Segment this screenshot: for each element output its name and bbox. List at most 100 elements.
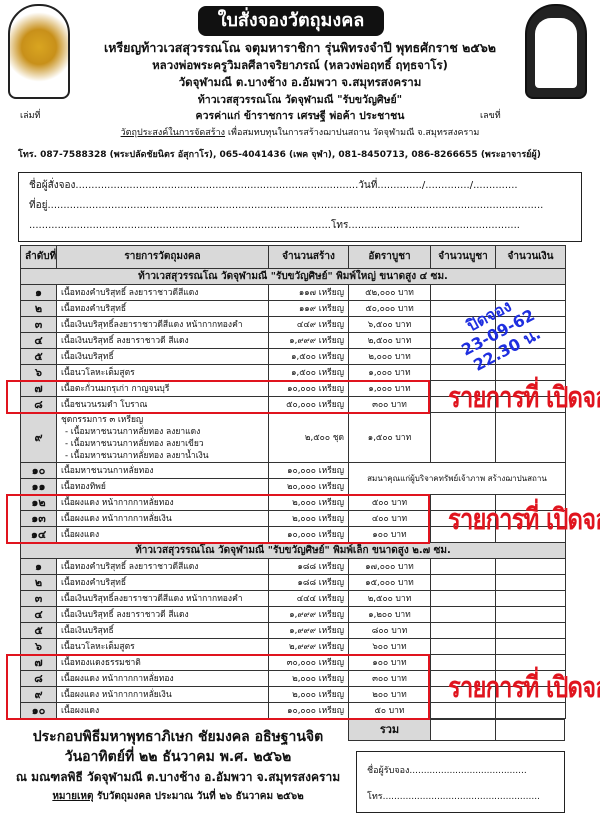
amount-cell[interactable]	[495, 574, 566, 591]
item-quantity-made: ๒,๕๐๐ ชุด	[268, 412, 349, 463]
item-number: ๖	[20, 638, 57, 655]
amount-cell[interactable]	[495, 412, 566, 463]
item-number: ๔	[20, 332, 57, 349]
total-row: รวม	[348, 719, 565, 741]
item-name: เนื้อเงินบริสุทธิ์ลงยาราชาวดีสีแดง หน้าก…	[56, 590, 269, 607]
item-quantity-made: ๑,๙๙๙ เหรียญ	[268, 332, 349, 349]
item-quantity-made: ๑๘๘ เหรียญ	[268, 574, 349, 591]
open-highlight-box	[6, 379, 430, 414]
col-header: จำนวนบูชา	[430, 245, 496, 269]
amount-cell[interactable]	[495, 590, 566, 607]
phone-field[interactable]: ........................................…	[29, 220, 520, 231]
table-row: ๙ชุดกรรมการ ๓ เหรียญ - เนื้อมหาชนวนกาหลั่…	[20, 412, 566, 463]
header-line: ท้าวเวสสุวรรณโณ วัดจุฬามณี "รับขวัญศิษย์…	[197, 94, 403, 106]
table-row: ๕เนื้อเงินบริสุทธิ์ ๑,๙๙๙ เหรียญ ๘๐๐ บาท	[20, 622, 566, 639]
item-number: ๕	[20, 348, 57, 365]
open-highlight-box	[6, 653, 430, 720]
open-label: รายการที่ เปิดจอง	[448, 501, 600, 536]
order-qty-cell[interactable]	[430, 574, 496, 591]
order-qty-cell[interactable]	[430, 654, 496, 671]
section-row: ท้าวเวสสุวรรณโณ วัดจุฬามณี "รับขวัญศิษย์…	[20, 542, 566, 559]
purpose-text: เพื่อสมทบทุนในการสร้างฌาปนสถาน วัดจุฬามณ…	[227, 128, 480, 138]
table-row: ๘เนื้อผงแดง หน้ากากกาหลั่ยทอง ๒,๐๐๐ เหรีย…	[20, 670, 566, 687]
item-name: เนื้อมหาชนวนกาหลั่ยทอง	[56, 462, 269, 479]
receiver-box: ชื่อผู้รับจอง...........................…	[356, 751, 565, 813]
table-row: ๑เนื้อทองคำบริสุทธิ์ ลงยาราชาวดีสีแดง ๑๑๗…	[20, 284, 566, 301]
amount-cell[interactable]	[495, 622, 566, 639]
section-row: ท้าวเวสสุวรรณโณ วัดจุฬามณี "รับขวัญศิษย์…	[20, 268, 566, 285]
item-name: เนื้อเงินบริสุทธิ์ ลงยาราชาวดี สีแดง	[56, 332, 269, 349]
item-number: ๙	[20, 412, 57, 463]
order-form: ชื่อผู้สั่งจอง..........................…	[18, 172, 582, 242]
item-number: ๒	[20, 300, 57, 317]
col-header: จำนวนสร้าง	[268, 245, 349, 269]
order-qty-cell[interactable]	[430, 638, 496, 655]
item-price: ๑,๒๐๐ บาท	[348, 606, 431, 623]
section-title: ท้าวเวสสุวรรณโณ วัดจุฬามณี "รับขวัญศิษย์…	[20, 542, 566, 559]
item-price: ๒,๕๐๐ บาท	[348, 332, 431, 349]
total-label: รวม	[349, 720, 431, 740]
item-number: ๑๒	[20, 494, 57, 511]
ceremony-line: ประกอบพิธีมหาพุทธาภิเษก ชัยมงคล อธิษฐานจ…	[32, 729, 324, 745]
order-qty-cell[interactable]	[430, 702, 496, 719]
table-row: ๑๔ เนื้อผงแดง ๑๐,๐๐๐ เหรียญ ๑๐๐ บาท	[20, 526, 566, 543]
table-row: ๕เนื้อเงินบริสุทธิ์ ๑,๕๐๐ เหรียญ ๒,๐๐๐ บาท	[20, 348, 566, 365]
purpose-label: วัตถุประสงค์ในการจัดสร้าง	[120, 128, 226, 138]
receiver-name-field[interactable]: ชื่อผู้รับจอง...........................…	[367, 766, 527, 776]
note-label: หมายเหตุ	[52, 791, 94, 802]
address-field[interactable]: ที่อยู่.................................…	[29, 200, 544, 211]
item-line: ชุดกรรมการ ๓ เหรียญ	[61, 414, 144, 425]
item-quantity-made: ๔๔๙ เหรียญ	[268, 316, 349, 333]
doc-no-label: เลขที่	[480, 111, 501, 121]
item-quantity-made: ๑,๕๐๐ เหรียญ	[268, 348, 349, 365]
orderer-name-field[interactable]: ชื่อผู้สั่งจอง..........................…	[29, 180, 518, 191]
item-number: ๘	[20, 670, 57, 687]
item-number: ๕	[20, 622, 57, 639]
total-qty-cell[interactable]	[431, 720, 496, 740]
order-qty-cell[interactable]	[430, 622, 496, 639]
amount-cell[interactable]	[495, 702, 566, 719]
section-title: ท้าวเวสสุวรรณโณ วัดจุฬามณี "รับขวัญศิษย์…	[20, 268, 566, 285]
item-quantity-made: ๑,๙๙๙ เหรียญ	[268, 622, 349, 639]
item-number: ๓	[20, 590, 57, 607]
table-row: ๖เนื้อนวโลหะเต็มสูตร ๑,๕๐๐ เหรียญ ๑,๐๐๐ บา…	[20, 364, 566, 381]
open-highlight-box	[6, 493, 430, 544]
item-price: ๕๐,๐๐๐ บาท	[348, 300, 431, 317]
col-header: จำนวนเงิน	[495, 245, 566, 269]
ceremony-venue: ณ มณฑลพิธี วัดจุฬามณี ต.บางช้าง อ.อัมพวา…	[15, 770, 341, 784]
amount-cell[interactable]	[495, 558, 566, 575]
item-name: เนื้อเงินบริสุทธิ์ ลงยาราชาวดี สีแดง	[56, 606, 269, 623]
table-row: ๑๒ เนื้อผงแดง หน้ากากกาหลั่ยทอง ๒,๐๐๐ เหรี…	[20, 494, 566, 511]
item-quantity-made: ๑๑๙ เหรียญ	[268, 300, 349, 317]
phone-line: โทร. 087-7588328 (พระปลัดชัยนิตร อัสุกาโ…	[18, 150, 541, 160]
item-name: เนื้อทองคำบริสุทธิ์	[56, 574, 269, 591]
item-number: ๔	[20, 606, 57, 623]
item-name: เนื้อเงินบริสุทธิ์	[56, 622, 269, 639]
closed-watermark: ปิดจอง 23-09-62 22.30 น.	[432, 285, 564, 381]
item-name: ชุดกรรมการ ๓ เหรียญ - เนื้อมหาชนวนกาหลั่ย…	[56, 412, 269, 463]
order-qty-cell[interactable]	[430, 590, 496, 607]
table-row: ๑๓ เนื้อผงแดง หน้ากากกาหลั่ยเงิน ๒,๐๐๐ เหร…	[20, 510, 566, 527]
amount-cell[interactable]	[495, 606, 566, 623]
order-qty-cell[interactable]	[430, 412, 496, 463]
item-number: ๑	[20, 284, 57, 301]
ceremony-footer: ประกอบพิธีมหาพุทธาภิเษก ชัยมงคล อธิษฐานจ…	[8, 727, 348, 807]
item-quantity-made: ๑,๕๐๐ เหรียญ	[268, 364, 349, 381]
item-number: ๑๔	[20, 526, 57, 543]
table-row: ๔เนื้อเงินบริสุทธิ์ ลงยาราชาวดี สีแดง ๑,๙…	[20, 606, 566, 623]
amount-cell[interactable]	[495, 638, 566, 655]
item-price: ๕๒,๐๐๐ บาท	[348, 284, 431, 301]
total-amount-cell[interactable]	[496, 720, 564, 740]
item-quantity-made: ๑๑๗ เหรียญ	[268, 284, 349, 301]
order-qty-cell[interactable]	[430, 558, 496, 575]
item-line: - เนื้อมหาชนวนกาหลั่ยทอง ลงยาแดง	[65, 426, 201, 437]
table-row: ๑๐ เนื้อมหาชนวนกาหลั่ยทอง ๑๐,๐๐๐ เหรียญ สมน…	[20, 462, 566, 495]
item-quantity-made: ๑๐,๐๐๐ เหรียญ	[268, 462, 349, 479]
item-quantity-made: ๒,๙๙๙ เหรียญ	[268, 638, 349, 655]
item-price: ๑๗,๐๐๐ บาท	[348, 558, 431, 575]
open-label: รายการที่ เปิดจอง	[448, 379, 600, 414]
item-price: ๒,๕๐๐ บาท	[348, 590, 431, 607]
order-qty-cell[interactable]	[430, 606, 496, 623]
receiver-phone-field[interactable]: โทร.....................................…	[367, 792, 540, 802]
amount-cell[interactable]	[495, 654, 566, 671]
